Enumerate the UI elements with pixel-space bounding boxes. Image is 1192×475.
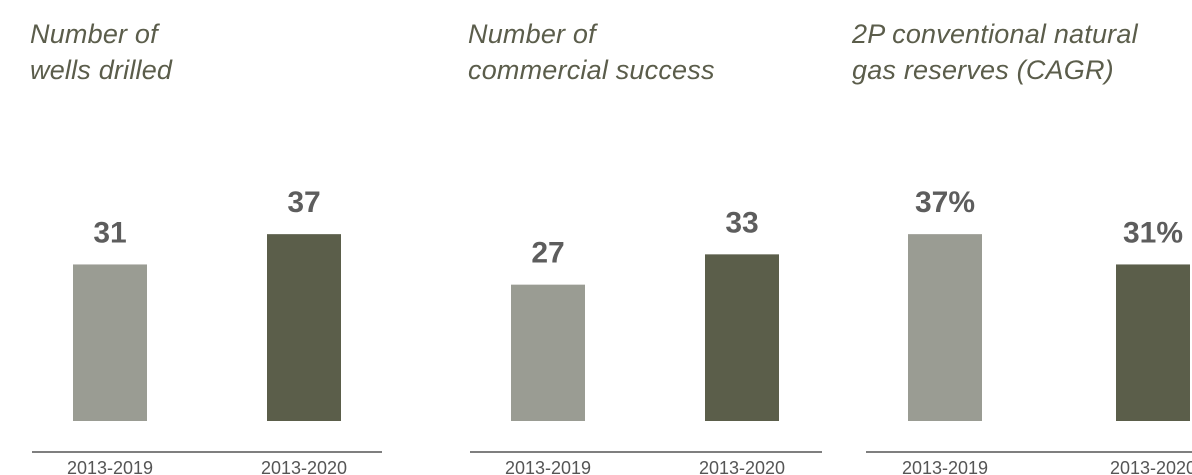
chart-title-line: 2P conventional natural	[852, 19, 1138, 49]
bar-chart-svg: 31 2013-2019 37 2013-2020	[32, 186, 382, 475]
chart-title-line: wells drilled	[30, 55, 173, 85]
chart-panel-commercial-success: Number of commercial success 27 2013-2019…	[468, 0, 842, 475]
chart-title-line: gas reserves (CAGR)	[852, 55, 1114, 85]
x-tick-label: 2013-2020	[1110, 458, 1192, 475]
bar	[705, 254, 779, 421]
chart-title: Number of commercial success	[468, 16, 715, 88]
bar-value-label: 33	[725, 206, 758, 239]
x-tick-label: 2013-2019	[902, 458, 988, 475]
chart-panel-gas-reserves: 2P conventional natural gas reserves (CA…	[852, 0, 1192, 475]
bar-value-label: 37%	[915, 186, 975, 219]
chart-panel-wells-drilled: Number of wells drilled 31 2013-2019 37 201…	[30, 0, 402, 475]
x-tick-label: 2013-2020	[261, 458, 347, 475]
bar	[267, 234, 341, 421]
chart-title: 2P conventional natural gas reserves (CA…	[852, 16, 1138, 88]
chart-title-line: Number of	[30, 19, 158, 49]
chart-title-line: commercial success	[468, 55, 715, 85]
bar	[908, 234, 982, 421]
bar-value-label: 31%	[1123, 216, 1183, 249]
bar-value-label: 27	[531, 237, 564, 270]
bar-chart-svg: 27 2013-2019 33 2013-2020	[470, 206, 822, 475]
x-tick-label: 2013-2020	[699, 458, 785, 475]
chart-title-line: Number of	[468, 19, 596, 49]
bar	[73, 264, 147, 421]
x-tick-label: 2013-2019	[67, 458, 153, 475]
bar	[511, 284, 585, 421]
bar-value-label: 31	[93, 216, 126, 249]
bar-chart-svg: 37% 2013-2019 31% 2013-2020	[866, 186, 1192, 475]
chart-title: Number of wells drilled	[30, 16, 172, 88]
bar-value-label: 37	[287, 186, 320, 219]
x-tick-label: 2013-2019	[505, 458, 591, 475]
bar	[1116, 264, 1190, 421]
